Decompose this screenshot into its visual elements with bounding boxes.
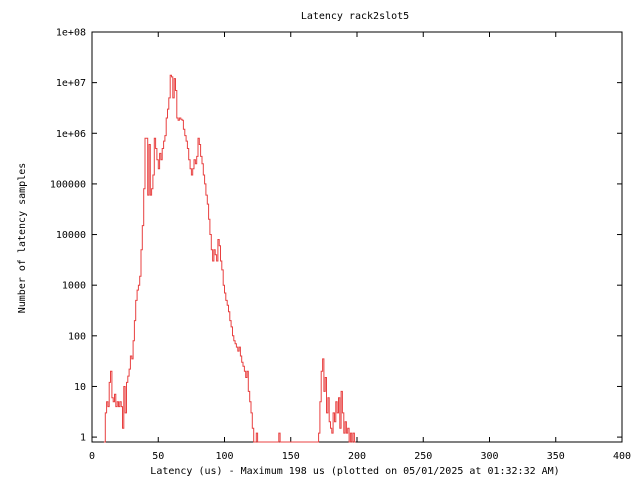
x-tick-label: 400 (613, 451, 631, 462)
y-tick-label: 1 (80, 433, 86, 444)
y-tick-label: 100 (68, 331, 86, 342)
x-tick-label: 0 (89, 451, 95, 462)
x-tick-label: 300 (480, 451, 498, 462)
y-tick-label: 1e+06 (56, 129, 86, 140)
y-tick-label: 1000 (62, 281, 86, 292)
chart-title: Latency rack2slot5 (301, 11, 409, 22)
x-tick-label: 150 (282, 451, 300, 462)
x-tick-label: 50 (152, 451, 164, 462)
y-axis: 1 10 100 1000 10000 100000 1e+06 1e+07 1e+08 (50, 28, 622, 444)
y-tick-label: 1e+07 (56, 78, 86, 89)
x-tick-label: 200 (348, 451, 366, 462)
y-tick-label: 10000 (56, 230, 86, 241)
y-tick-label: 1e+08 (56, 28, 86, 39)
x-axis-label: Latency (us) - Maximum 198 us (plotted o… (150, 466, 559, 477)
x-tick-label: 100 (215, 451, 233, 462)
y-axis-label: Number of latency samples (17, 163, 28, 314)
x-axis: 0 50 100 150 200 250 300 350 400 (89, 32, 631, 462)
y-tick-label: 100000 (50, 179, 86, 190)
x-tick-label: 250 (414, 451, 432, 462)
plot-frame (91, 31, 623, 443)
x-tick-label: 350 (547, 451, 565, 462)
series-line (103, 74, 356, 443)
y-tick-label: 10 (74, 382, 86, 393)
